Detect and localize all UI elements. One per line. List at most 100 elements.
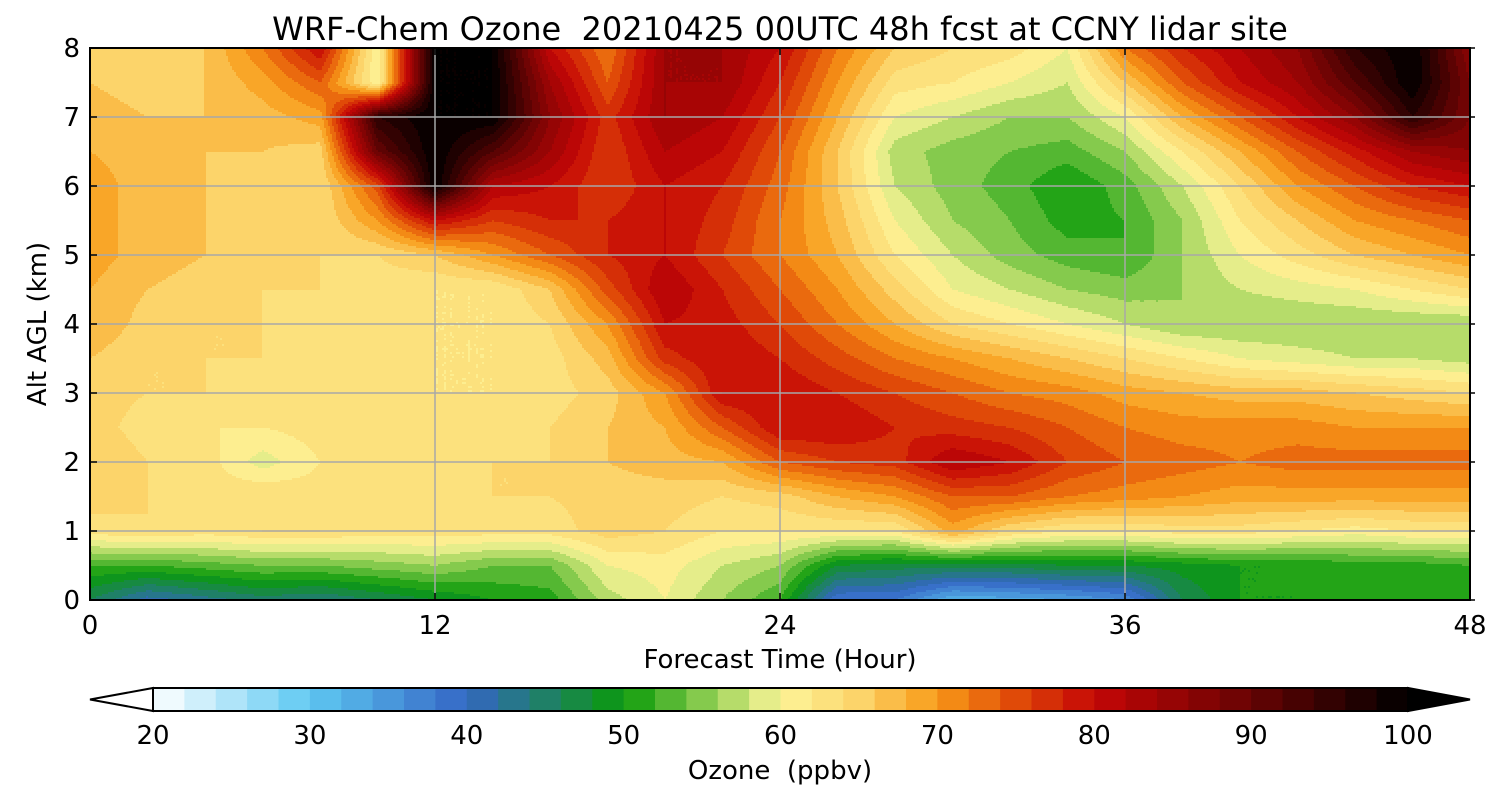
heatmap-cell <box>812 144 827 147</box>
heatmap-cell <box>694 168 733 171</box>
heatmap-cell <box>1194 134 1213 137</box>
heatmap-cell <box>666 110 727 113</box>
heatmap-cell <box>348 48 355 51</box>
heatmap-cell <box>544 64 551 67</box>
heatmap-cell <box>540 142 555 145</box>
heatmap-cell <box>736 126 757 129</box>
heatmap-cell <box>90 54 205 57</box>
heatmap-cell <box>90 134 323 137</box>
heatmap-cell <box>1446 50 1455 53</box>
heatmap-cell <box>556 134 571 137</box>
heatmap-cell <box>642 78 655 81</box>
heatmap-cell <box>346 122 351 125</box>
heatmap-cell <box>918 130 981 133</box>
heatmap-cell <box>1146 152 1165 155</box>
heatmap-cell <box>1242 140 1261 143</box>
heatmap-cell <box>618 86 631 89</box>
heatmap-cell <box>324 76 333 79</box>
heatmap-cell <box>1152 114 1167 117</box>
heatmap-cell <box>1166 80 1183 83</box>
heatmap-cell <box>570 136 585 139</box>
heatmap-cell <box>560 126 573 129</box>
heatmap-cell <box>384 64 387 67</box>
heatmap-cell <box>1182 92 1201 95</box>
heatmap-cell <box>550 48 567 51</box>
heatmap-cell <box>1304 120 1325 123</box>
heatmap-cell <box>392 68 395 71</box>
heatmap-cell <box>790 94 805 97</box>
heatmap-cell <box>498 62 507 65</box>
heatmap-cell <box>1210 158 1231 161</box>
heatmap-cell <box>1152 52 1171 55</box>
heatmap-cell <box>786 102 801 105</box>
heatmap-cell <box>426 158 435 161</box>
heatmap-cell <box>392 78 395 81</box>
heatmap-cell <box>418 134 435 137</box>
heatmap-cell <box>410 148 423 151</box>
heatmap-cell <box>418 130 435 133</box>
heatmap-cell <box>334 128 339 131</box>
heatmap-cell <box>794 154 809 157</box>
heatmap-cell <box>232 68 261 71</box>
heatmap-cell <box>442 50 447 53</box>
heatmap-cell <box>432 58 435 61</box>
heatmap-cell <box>1036 144 1077 147</box>
heatmap-cell <box>1338 104 1355 107</box>
heatmap-cell <box>1186 106 1205 109</box>
heatmap-cell <box>456 86 487 89</box>
heatmap-cell <box>554 92 567 95</box>
heatmap-cell <box>510 126 521 129</box>
heatmap-cell <box>516 118 525 121</box>
heatmap-cell <box>448 92 451 95</box>
heatmap-cell <box>650 160 707 163</box>
heatmap-cell <box>834 54 853 57</box>
heatmap-cell <box>392 152 403 155</box>
heatmap-cell <box>380 156 389 159</box>
heatmap-cell <box>550 114 563 117</box>
heatmap-cell <box>642 84 655 87</box>
heatmap-cell <box>500 76 507 79</box>
heatmap-cell <box>1034 94 1075 97</box>
heatmap-cell <box>742 76 763 79</box>
heatmap-cell <box>400 60 405 63</box>
heatmap-cell <box>418 76 421 79</box>
heatmap-cell <box>512 64 519 67</box>
heatmap-cell <box>852 146 867 149</box>
heatmap-cell <box>204 84 247 87</box>
heatmap-cell <box>840 108 857 111</box>
heatmap-cell <box>1442 82 1451 85</box>
heatmap-cell <box>422 146 435 149</box>
heatmap-cell <box>460 94 463 97</box>
heatmap-cell <box>408 86 413 89</box>
heatmap-cell <box>404 106 413 109</box>
heatmap-cell <box>348 142 353 145</box>
heatmap-cell <box>528 84 537 87</box>
heatmap-cell <box>558 56 571 59</box>
heatmap-cell <box>664 50 669 53</box>
heatmap-cell <box>738 88 759 91</box>
heatmap-cell <box>1384 120 1397 123</box>
heatmap-cell <box>228 56 251 59</box>
heatmap-cell <box>540 54 547 57</box>
heatmap-cell <box>330 78 339 81</box>
heatmap-cell <box>534 132 547 135</box>
heatmap-cell <box>1138 56 1157 59</box>
heatmap-cell <box>838 82 855 85</box>
heatmap-cell <box>334 130 339 133</box>
heatmap-cell <box>1382 126 1397 129</box>
heatmap-cell <box>642 74 655 77</box>
heatmap-cell <box>506 62 513 65</box>
heatmap-cell <box>570 134 585 137</box>
heatmap-cell <box>434 106 439 109</box>
heatmap-cell <box>1326 132 1349 135</box>
heatmap-cell <box>434 100 441 103</box>
heatmap-cell <box>876 150 889 153</box>
heatmap-cell <box>732 100 751 103</box>
heatmap-cell <box>130 106 205 109</box>
heatmap-cell <box>814 68 829 71</box>
heatmap-cell <box>280 68 299 71</box>
heatmap-cell <box>1066 82 1069 85</box>
heatmap-cell <box>388 56 393 59</box>
heatmap-cell <box>632 114 649 117</box>
heatmap-cell <box>1376 66 1395 69</box>
